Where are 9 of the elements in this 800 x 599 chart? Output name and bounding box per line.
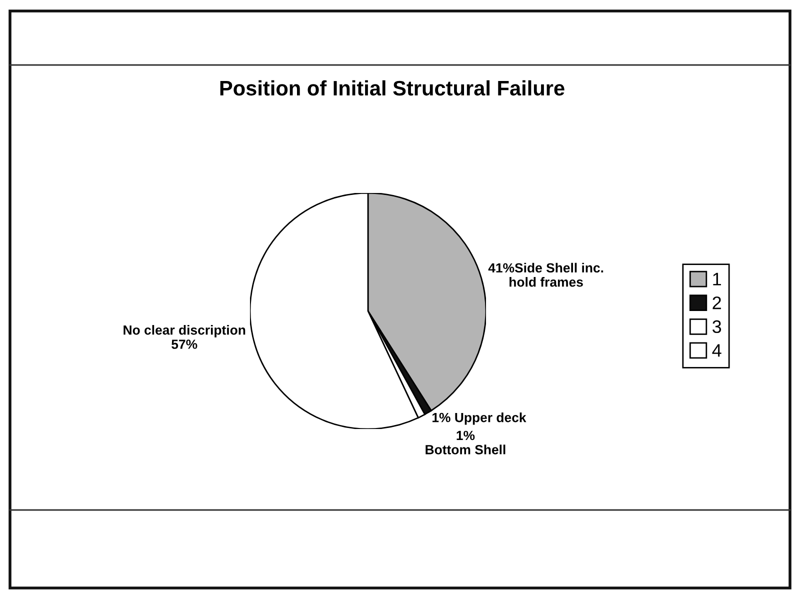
legend-label: 4 (712, 344, 722, 357)
legend-label: 2 (712, 296, 721, 310)
legend-label: 1 (713, 272, 721, 286)
legend-label: 3 (712, 320, 722, 334)
chart-title: Position of Initial Structural Failure (220, 80, 564, 96)
data-label: 1% Bottom Shell (426, 430, 506, 454)
data-label: No clear discription 57% (124, 325, 246, 349)
data-label: 41%Side Shell inc. hold frames (488, 262, 604, 287)
data-label: 1% Upper deck (432, 412, 526, 425)
